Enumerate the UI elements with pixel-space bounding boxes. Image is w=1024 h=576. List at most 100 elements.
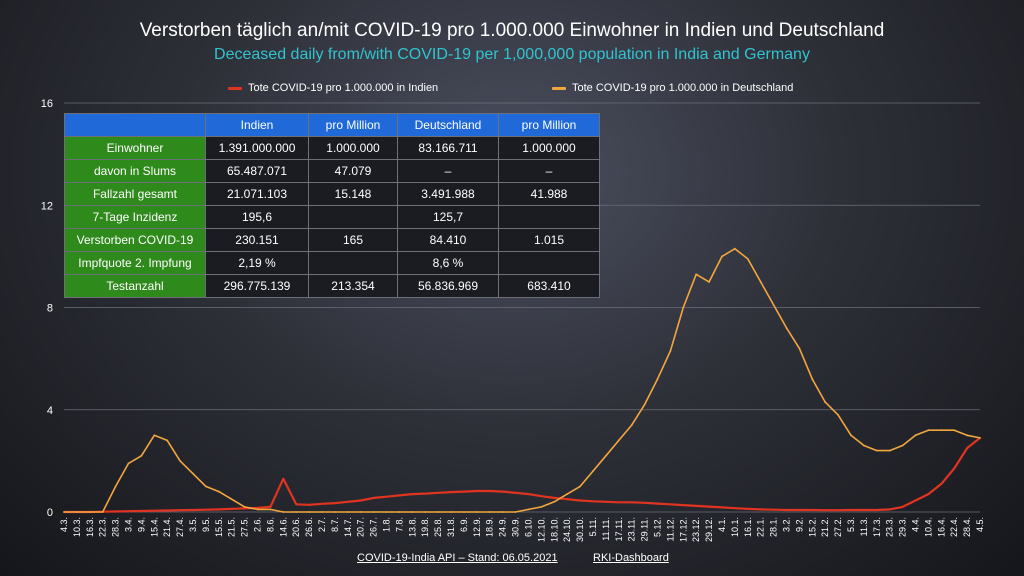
table-cell: 683.410 <box>498 274 600 298</box>
table-row: Testanzahl 296.775.139 213.354 56.836.969 68… <box>64 274 600 298</box>
data-point-india <box>966 447 968 449</box>
x-tick-label: 28.4. <box>962 517 972 537</box>
data-point-germany <box>695 273 698 276</box>
data-point-india <box>785 509 788 511</box>
data-point-india <box>759 508 762 511</box>
data-point-germany <box>217 490 220 493</box>
data-point-germany <box>579 485 581 488</box>
x-tick-label: 2.6. <box>253 517 263 532</box>
data-point-germany <box>927 429 930 432</box>
data-point-india <box>398 494 401 497</box>
x-tick-label: 27.4. <box>175 517 185 537</box>
data-point-germany <box>63 511 65 513</box>
x-tick-label: 9.4. <box>136 517 146 532</box>
data-point-germany <box>501 511 504 513</box>
table-header-indien: Indien <box>205 113 309 137</box>
footer-source-germany[interactable]: RKI-Dashboard <box>593 552 669 564</box>
x-tick-label: 8.6. <box>265 517 275 532</box>
table-cell: 1.000.000 <box>498 136 600 160</box>
data-point-india <box>295 503 298 506</box>
table-cell: 3.491.988 <box>397 182 499 206</box>
x-tick-label: 16.4. <box>936 517 946 537</box>
table-cell: 8,6 % <box>397 251 499 275</box>
data-point-india <box>321 502 323 505</box>
x-tick-label: 13.8. <box>407 517 417 537</box>
table-cell: 1.000.000 <box>308 136 398 160</box>
data-point-germany <box>669 350 672 352</box>
data-point-germany <box>553 500 556 503</box>
x-tick-label: 28.1. <box>769 517 779 537</box>
data-point-germany <box>140 454 143 457</box>
data-point-germany <box>850 434 852 437</box>
table-cell: 56.836.969 <box>397 274 499 298</box>
x-tick-label: 11.12. <box>665 517 675 541</box>
legend-item-india: Tote COVID-19 pro 1.000.000 in Indien <box>228 82 438 94</box>
x-tick-label: 5.11. <box>588 517 598 536</box>
table-row-label: Verstorben COVID-19 <box>64 228 206 252</box>
legend-swatch-india <box>228 86 242 90</box>
data-point-india <box>656 502 659 505</box>
footer-source-india[interactable]: COVID-19-India API – Stand: 06.05.2021 <box>357 552 558 564</box>
table-row: Fallzahl gesamt 21.071.103 15.148 3.491.988… <box>64 182 600 206</box>
data-point-india <box>940 482 943 485</box>
x-tick-label: 22.3. <box>98 517 108 537</box>
data-point-germany <box>811 378 814 380</box>
data-point-germany <box>269 508 272 511</box>
data-point-germany <box>630 424 633 426</box>
data-point-germany <box>385 511 388 513</box>
data-point-india <box>127 510 130 513</box>
x-tick-label: 1.8. <box>382 517 392 532</box>
data-point-germany <box>282 511 285 513</box>
x-tick-label: 23.11. <box>627 517 637 541</box>
data-point-germany <box>656 378 659 380</box>
data-point-germany <box>256 508 259 511</box>
data-point-india <box>424 492 427 495</box>
data-point-india <box>566 498 569 501</box>
x-tick-label: 14.6. <box>278 517 288 537</box>
x-tick-label: 4.4. <box>910 517 920 532</box>
data-point-germany <box>334 511 336 513</box>
data-point-india <box>282 477 285 480</box>
x-tick-label: 25.8. <box>433 517 443 537</box>
data-point-germany <box>192 472 194 475</box>
table-cell <box>308 251 398 275</box>
x-tick-label: 21.5. <box>227 517 237 537</box>
data-point-india <box>359 499 362 502</box>
data-point-india <box>901 505 904 508</box>
x-tick-label: 8.7. <box>330 517 340 532</box>
x-tick-label: 6.10. <box>523 517 533 537</box>
data-point-germany <box>759 281 762 283</box>
data-point-india <box>721 506 723 509</box>
data-point-germany <box>862 444 865 447</box>
table-cell <box>308 205 398 229</box>
data-point-india <box>746 508 749 510</box>
y-tick-label: 0 <box>47 507 53 519</box>
data-point-germany <box>721 255 723 258</box>
x-tick-label: 3.4. <box>124 517 134 532</box>
x-tick-label: 30.10. <box>575 517 585 542</box>
data-point-india <box>643 501 646 504</box>
data-point-india <box>540 495 543 498</box>
data-point-india <box>243 507 246 510</box>
data-point-india <box>166 509 169 512</box>
data-point-india <box>385 495 388 498</box>
data-point-germany <box>914 434 917 437</box>
data-point-india <box>811 509 814 511</box>
table-cell: 21.071.103 <box>205 182 309 206</box>
data-point-germany <box>76 511 78 513</box>
data-point-india <box>875 509 878 511</box>
x-tick-label: 11.11. <box>601 517 611 541</box>
y-tick-label: 16 <box>41 98 53 110</box>
data-point-germany <box>437 511 440 513</box>
x-tick-label: 6.9. <box>459 517 469 532</box>
data-point-germany <box>424 511 427 513</box>
table-corner-cell <box>64 113 206 137</box>
data-point-india <box>527 493 530 496</box>
data-point-india <box>372 497 375 499</box>
x-tick-label: 31.8. <box>446 517 456 537</box>
data-point-germany <box>966 434 968 437</box>
data-point-germany <box>411 511 414 513</box>
x-tick-label: 5.12. <box>652 517 662 537</box>
data-point-germany <box>179 459 182 462</box>
